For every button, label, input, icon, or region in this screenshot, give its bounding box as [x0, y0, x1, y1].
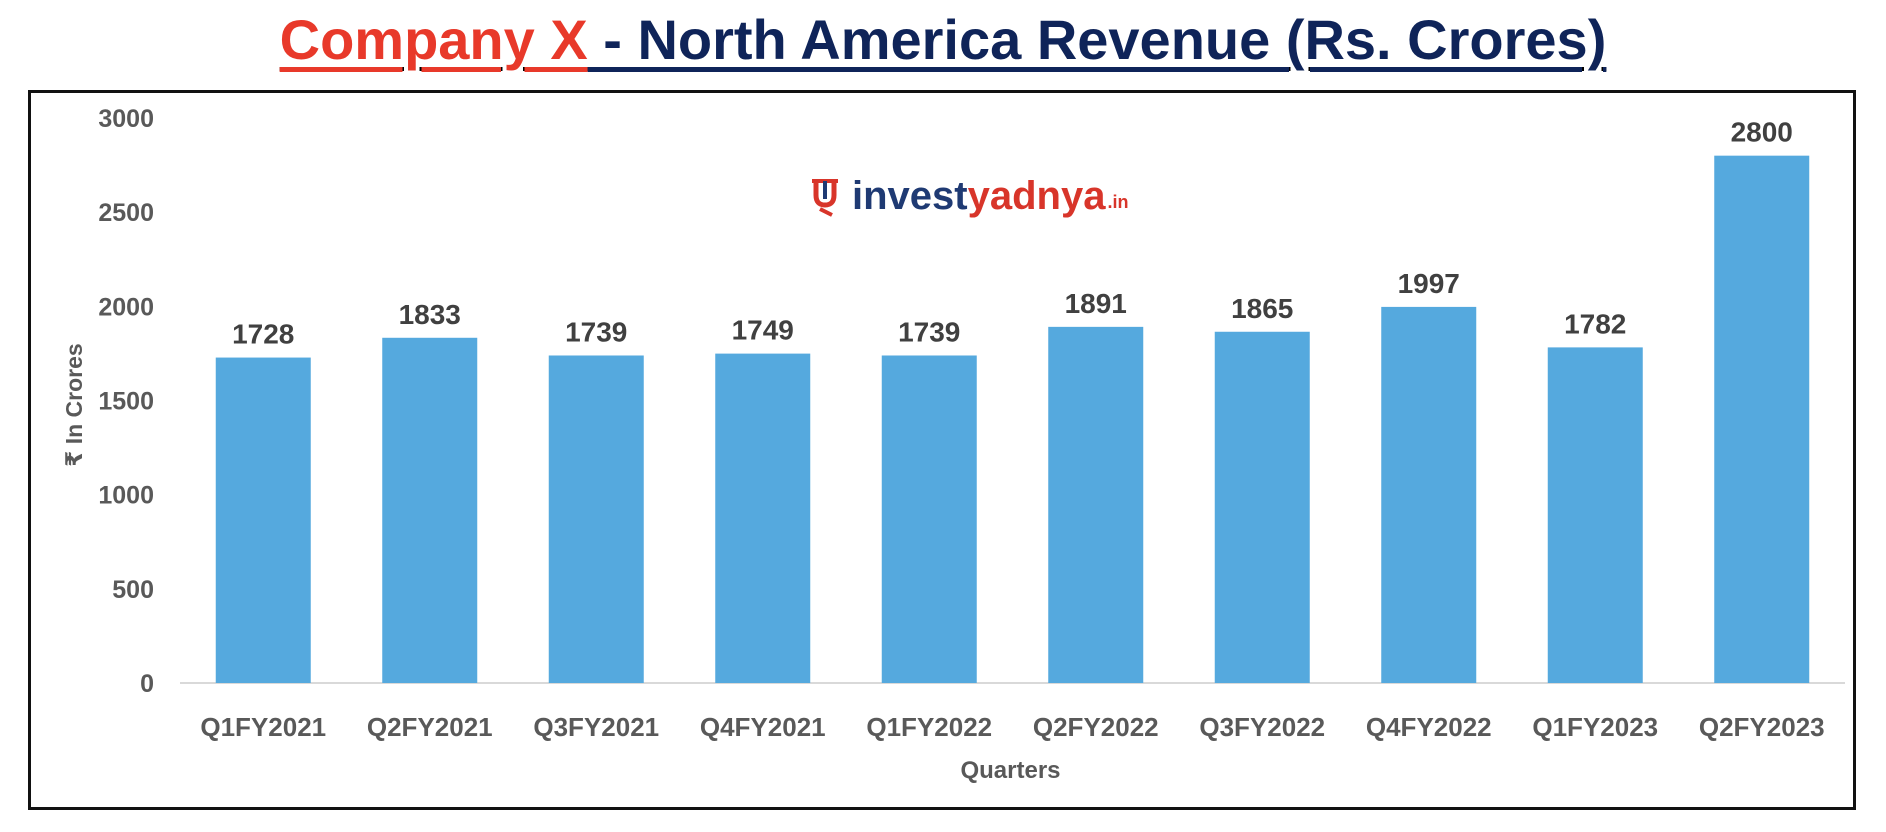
bar [215, 357, 311, 683]
title-company: Company X [279, 8, 588, 71]
y-tick-label: 500 [112, 576, 154, 604]
investyadnya-logo: invest yadnya .in [808, 168, 1128, 224]
data-label: 1728 [232, 319, 294, 350]
y-tick-label: 3000 [98, 105, 154, 133]
title-rest: - North America Revenue (Rs. Crores) [587, 8, 1607, 71]
bar [548, 355, 644, 683]
bar [715, 353, 811, 683]
data-label: 1739 [898, 316, 960, 347]
data-label: 1865 [1231, 293, 1293, 324]
x-tick-label: Q1FY2022 [866, 712, 992, 742]
x-tick-label: Q4FY2021 [700, 712, 826, 742]
y-tick-label: 2000 [98, 293, 154, 321]
bar [382, 337, 478, 683]
bar [1714, 155, 1810, 683]
data-label: 1891 [1065, 288, 1127, 319]
x-tick-label: Q2FY2022 [1033, 712, 1159, 742]
data-label: 1997 [1398, 268, 1460, 299]
x-tick-label: Q2FY2021 [367, 712, 493, 742]
y-tick-label: 0 [140, 670, 154, 698]
data-label: 1833 [399, 299, 461, 330]
x-tick-label: Q4FY2022 [1366, 712, 1492, 742]
x-tick-label: Q1FY2021 [200, 712, 326, 742]
logo-yadnya-text: yadnya [967, 173, 1106, 218]
logo-mark-icon [812, 179, 838, 217]
y-tick-label: 1000 [98, 482, 154, 510]
logo-invest-text: invest [852, 173, 968, 218]
x-tick-label: Q3FY2021 [533, 712, 659, 742]
bar [1214, 331, 1310, 683]
x-tick-label: Q2FY2023 [1699, 712, 1825, 742]
bar [1048, 326, 1144, 683]
data-label: 1782 [1564, 308, 1626, 339]
data-label: 1739 [565, 316, 627, 347]
x-tick-label: Q1FY2023 [1532, 712, 1658, 742]
x-axis-title: Quarters [960, 757, 1060, 784]
data-label: 1749 [732, 315, 794, 346]
data-label: 2800 [1731, 117, 1793, 148]
y-tick-label: 1500 [98, 388, 154, 416]
y-tick-label: 2500 [98, 199, 154, 227]
bar [881, 355, 977, 683]
logo-domain-text: .in [1107, 191, 1129, 212]
y-axis-title: ₹ In Crores [61, 343, 87, 466]
x-tick-label: Q3FY2022 [1199, 712, 1325, 742]
chart-title: Company X - North America Revenue (Rs. C… [0, 4, 1886, 76]
bar [1547, 347, 1643, 683]
bar [1381, 306, 1477, 683]
